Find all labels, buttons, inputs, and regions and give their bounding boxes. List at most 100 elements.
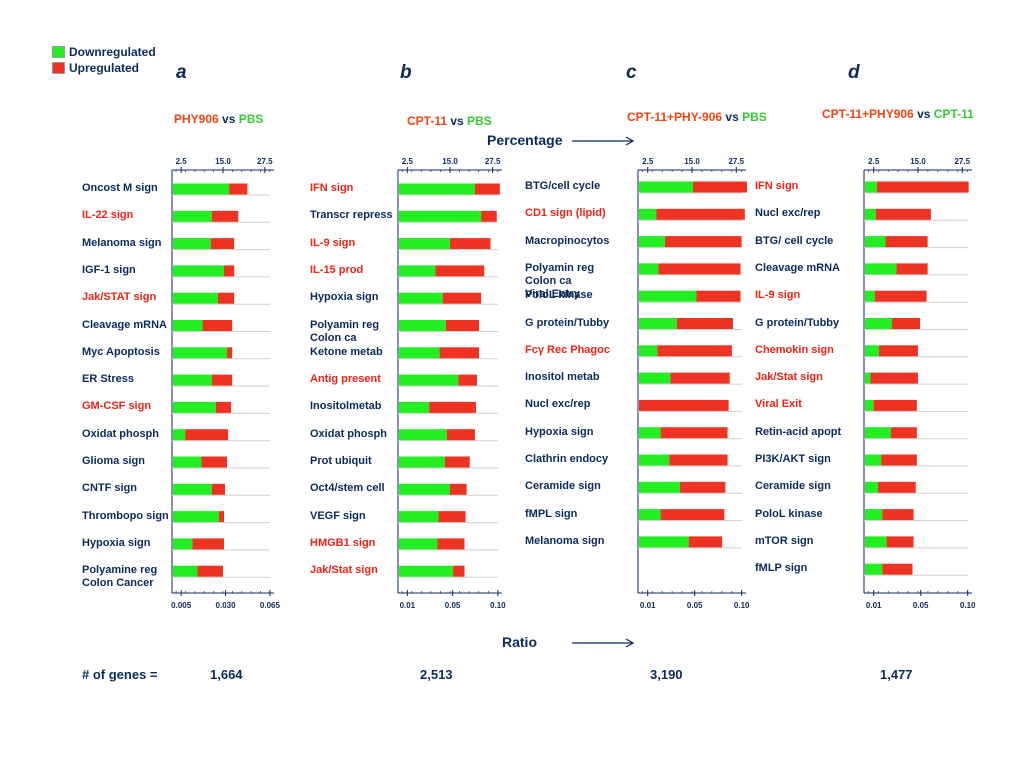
- bar-downregulated: [399, 456, 445, 468]
- panel-title-part: CPT-11: [933, 107, 974, 121]
- top-axis-tick-label: 2.5: [642, 157, 654, 166]
- bar-downregulated: [399, 483, 450, 495]
- bar-upregulated: [429, 401, 476, 413]
- legend-swatch-upregulated: [52, 62, 65, 74]
- category-label: Ceramide sign: [755, 480, 831, 493]
- panel-title-d: CPT-11+PHY906 vs CPT-11: [822, 107, 974, 121]
- panel-title-part: PBS: [238, 112, 264, 126]
- bar-upregulated: [886, 536, 914, 548]
- bar-downregulated: [865, 290, 875, 302]
- bar-upregulated: [442, 292, 482, 304]
- category-label: Cleavage mRNA: [82, 318, 167, 331]
- plot-c: 2.5 15.0 27.5 0.01 0.05 0.10: [637, 157, 750, 610]
- bar-upregulated: [210, 238, 235, 250]
- category-label: Polyamine reg Colon Cancer: [82, 564, 158, 590]
- category-label: Inositol metab: [525, 371, 600, 384]
- category-label: Hypoxia sign: [82, 536, 151, 549]
- category-label: Chemokin sign: [755, 343, 834, 356]
- bar-downregulated: [865, 372, 871, 384]
- bar-upregulated: [224, 265, 235, 277]
- bar-upregulated: [658, 263, 741, 275]
- legend-item-upregulated: Upregulated: [52, 60, 156, 76]
- category-label: Ketone metab: [310, 345, 383, 358]
- bar-downregulated: [639, 509, 661, 521]
- category-label: Oxidat phosph: [310, 427, 387, 440]
- bar-upregulated: [890, 427, 917, 439]
- bar-downregulated: [865, 536, 887, 548]
- category-label: Oncost M sign: [82, 182, 158, 194]
- bar-upregulated: [680, 481, 726, 493]
- category-label: Oct4/stem cell: [310, 482, 385, 495]
- bar-upregulated: [449, 483, 467, 495]
- bar-upregulated: [437, 538, 465, 550]
- gene-count-b: 2,513: [420, 667, 453, 682]
- top-axis-tick-label: 27.5: [954, 157, 970, 166]
- bar-downregulated: [639, 481, 681, 493]
- bar-downregulated: [865, 345, 880, 357]
- bar-downregulated: [639, 372, 671, 384]
- bar-downregulated: [173, 292, 218, 304]
- bar-downregulated: [639, 181, 693, 193]
- bar-upregulated: [873, 399, 917, 411]
- category-label: PI3K/AKT sign: [755, 453, 831, 465]
- bar-downregulated: [865, 481, 878, 493]
- bar-upregulated: [660, 427, 728, 439]
- panel-title-part: PBS: [742, 110, 767, 124]
- bar-upregulated: [892, 318, 921, 329]
- bar-downregulated: [173, 483, 212, 495]
- bar-upregulated: [693, 181, 747, 193]
- category-label: Hypoxia sign: [310, 291, 379, 304]
- bar-downregulated: [173, 210, 212, 222]
- bar-upregulated: [877, 481, 916, 493]
- bar-upregulated: [670, 372, 730, 384]
- plot-b: 2.5 15.0 27.5 0.01 0.05 0.10: [397, 157, 506, 610]
- panel-title-b: CPT-11 vs PBS: [407, 114, 492, 128]
- category-label: Prot ubiquit: [310, 455, 372, 467]
- bar-downregulated: [399, 183, 475, 195]
- bar-upregulated: [882, 563, 913, 575]
- bar-downregulated: [639, 536, 689, 548]
- bar-upregulated: [885, 236, 928, 248]
- bottom-axis-tick-label: 0.05: [913, 601, 929, 610]
- bar-upregulated: [874, 290, 927, 302]
- legend-label-downregulated: Downregulated: [69, 45, 156, 59]
- category-label: BTG/ cell cycle: [755, 234, 834, 247]
- bar-downregulated: [639, 236, 665, 248]
- bar-upregulated: [444, 456, 470, 468]
- panel-letter-c: c: [626, 62, 637, 83]
- panel-letter-a: a: [176, 62, 187, 83]
- category-label: Melanoma sign: [82, 236, 162, 249]
- bar-upregulated: [192, 538, 224, 550]
- category-label: CD1 sign (lipid): [525, 207, 606, 220]
- bar-upregulated: [676, 318, 733, 329]
- bar-upregulated: [481, 210, 497, 222]
- category-label: Oxidat phosph: [82, 427, 159, 440]
- bar-downregulated: [173, 429, 186, 441]
- bar-upregulated: [660, 509, 725, 521]
- category-label: Clathrin endocy: [525, 453, 609, 465]
- panel-title-part: CPT-11: [407, 114, 448, 128]
- bottom-axis-tick-label: 0.10: [490, 601, 506, 610]
- category-label: PoloL kinase: [525, 289, 593, 302]
- category-label: IFN sign: [755, 180, 799, 192]
- bar-upregulated: [201, 456, 228, 468]
- category-label: Polyamin reg Colon ca: [310, 318, 380, 344]
- top-axis-tick-label: 27.5: [485, 157, 501, 166]
- bar-upregulated: [217, 292, 235, 304]
- category-label: Nucl exc/rep: [525, 398, 591, 411]
- bar-downregulated: [399, 210, 482, 222]
- bar-downregulated: [173, 511, 219, 523]
- panel-title-part: PHY906: [174, 112, 219, 126]
- bar-upregulated: [639, 399, 729, 411]
- bar-downregulated: [173, 456, 202, 468]
- bar-upregulated: [211, 210, 239, 222]
- bottom-axis-tick-label: 0.05: [687, 601, 703, 610]
- panel-letter-d: d: [848, 62, 860, 83]
- bar-upregulated: [218, 511, 224, 523]
- legend-swatch-downregulated: [52, 46, 65, 58]
- bar-upregulated: [215, 401, 232, 413]
- category-label: Polyamin reg Colon ca Viral Entry: [525, 261, 595, 300]
- bar-downregulated: [865, 454, 882, 466]
- legend: Downregulated Upregulated: [52, 44, 156, 76]
- panel-title-a: PHY906 vs PBS: [174, 112, 263, 126]
